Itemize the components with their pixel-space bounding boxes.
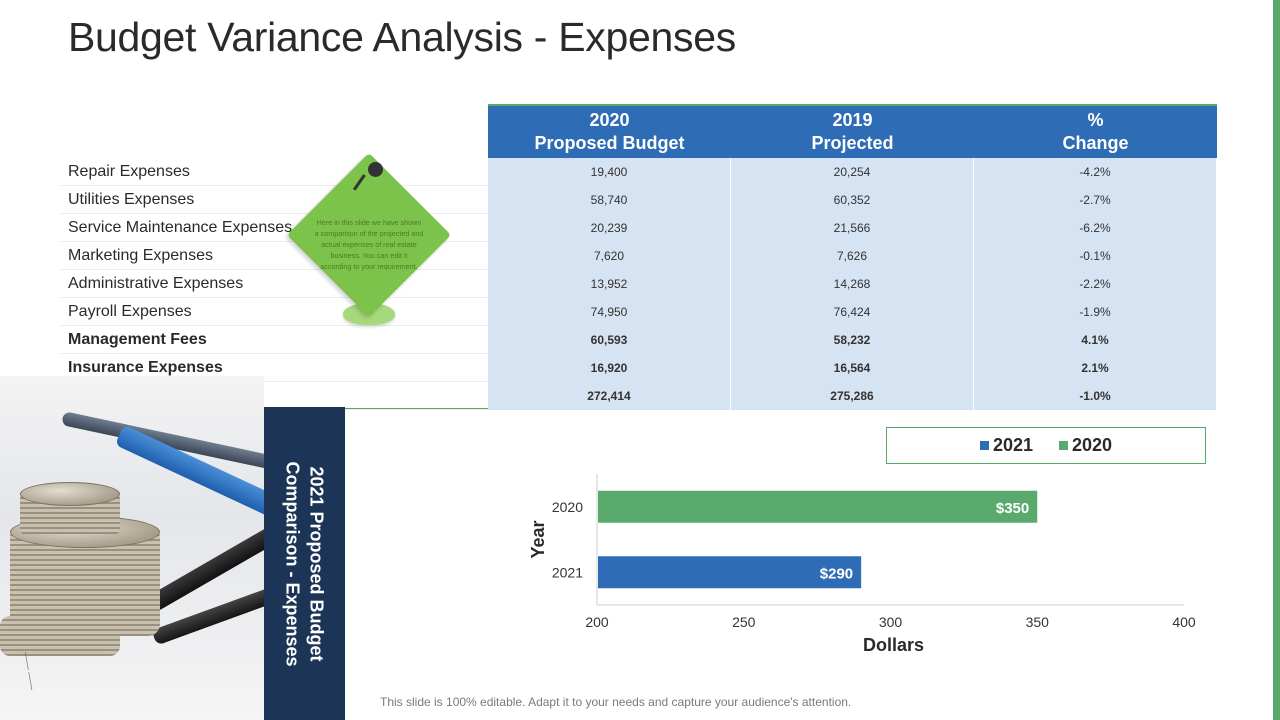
cell-change: -6.2% [974,214,1217,242]
side-panel-line2: Comparison - Expenses [282,460,303,667]
header-label: Change [1062,133,1129,153]
legend-swatch [979,441,989,450]
table-header: 2020 Proposed Budget 2019 Projected % Ch… [488,104,1217,158]
cell-projected: 7,626 [731,242,974,270]
table-row: Administrative Expenses 13,952 14,268 -2.2% [60,270,1217,298]
x-tick-label: 400 [1172,614,1196,630]
cell-projected: 16,564 [731,354,974,382]
cell-proposed-budget: 74,950 [488,298,731,326]
row-label: Insurance Expenses [60,354,488,382]
cell-change: -1.0% [974,382,1217,410]
note-text: Here in this slide we have shown a compa… [314,218,424,271]
bar-data-label: $290 [820,565,853,582]
cell-change: -1.9% [974,298,1217,326]
header-proposed-budget: 2020 Proposed Budget [488,106,731,158]
y-tick-label: 2021 [552,564,583,580]
header-label: Proposed Budget [534,133,685,153]
row-label: Payroll Expenses [60,298,488,326]
header-label: Projected [811,133,894,153]
header-change: % Change [974,106,1217,158]
y-tick-label: 2020 [552,499,583,515]
cell-proposed-budget: 16,920 [488,354,731,382]
table-row: Utilities Expenses 58,740 60,352 -2.7% [60,186,1217,214]
x-tick-label: 300 [879,614,903,630]
x-axis-title: Dollars [863,635,924,655]
legend-item-2020: 2020 [1059,435,1112,456]
cell-projected: 60,352 [731,186,974,214]
row-label: Marketing Expenses [60,242,488,270]
chart-legend: 2021 2020 [886,427,1206,464]
legend-label: 2021 [992,435,1033,455]
cell-proposed-budget: 58,740 [488,186,731,214]
x-tick-label: 200 [585,614,609,630]
push-pin-icon [368,162,383,177]
coin [20,482,120,506]
bar-data-label: $350 [996,500,1029,517]
cell-change: 2.1% [974,354,1217,382]
footer-note: This slide is 100% editable. Adapt it to… [380,695,852,709]
header-projected: 2019 Projected [731,106,974,158]
table-row: Service Maintenance Expenses 20,239 21,566… [60,214,1217,242]
cell-projected: 58,232 [731,326,974,354]
row-label: Administrative Expenses [60,270,488,298]
paper-print: —— —— [20,651,38,691]
cell-projected: 275,286 [731,382,974,410]
row-label: Management Fees [60,326,488,354]
bar-2020 [598,490,1038,523]
header-year: 2020 [589,110,630,130]
cell-proposed-budget: 7,620 [488,242,731,270]
table-row: Marketing Expenses 7,620 7,626 -0.1% [60,242,1217,270]
y-axis-title: Year [528,520,548,558]
table-row: Repair Expenses 19,400 20,254 -4.2% [60,158,1217,186]
row-label: Repair Expenses [60,158,488,186]
cell-proposed-budget: 19,400 [488,158,731,186]
x-tick-label: 350 [1026,614,1050,630]
coin-stack [0,616,120,656]
x-tick-label: 250 [732,614,756,630]
header-year: 2019 [832,110,873,130]
slide-title: Budget Variance Analysis - Expenses [68,14,736,60]
legend-swatch [1059,441,1068,450]
cell-projected: 21,566 [731,214,974,242]
cell-projected: 20,254 [731,158,974,186]
cell-change: -2.7% [974,186,1217,214]
sticky-note: Here in this slide we have shown a compa… [280,152,458,325]
cell-change: -0.1% [974,242,1217,270]
side-panel-line1: 2021 Proposed Budget [306,465,327,662]
table-row: Payroll Expenses 74,950 76,424 -1.9% [60,298,1217,326]
cell-proposed-budget: 20,239 [488,214,731,242]
cell-projected: 14,268 [731,270,974,298]
row-label: Service Maintenance Expenses [60,214,488,242]
table-row: Management Fees 60,593 58,232 4.1% [60,326,1217,354]
coins-pens-photo: —— —— [0,376,264,720]
cell-proposed-budget: 272,414 [488,382,731,410]
cell-change: -2.2% [974,270,1217,298]
legend-item-2021: 2021 [979,435,1033,456]
chart-svg: $350 2020 $290 2021 200 250 300 350 400 Dollars Ye… [528,474,1196,655]
bar-2021 [598,556,862,589]
header-symbol: % [1087,110,1104,130]
cell-proposed-budget: 60,593 [488,326,731,354]
cell-change: -4.2% [974,158,1217,186]
table-body: Repair Expenses 19,400 20,254 -4.2% Utilitie… [60,158,1217,410]
cell-proposed-budget: 13,952 [488,270,731,298]
table-row: Insurance Expenses 16,920 16,564 2.1% [60,354,1217,382]
cell-projected: 76,424 [731,298,974,326]
cell-change: 4.1% [974,326,1217,354]
bar-chart: $350 2020 $290 2021 200 250 300 350 400 Dollars Ye… [520,470,1220,670]
legend-label: 2020 [1072,435,1113,455]
accent-stripe [1273,0,1280,720]
side-panel-text: 2021 Proposed Budget Comparison - Expens… [264,407,345,720]
side-panel [264,407,345,720]
row-label: Utilities Expenses [60,186,488,214]
